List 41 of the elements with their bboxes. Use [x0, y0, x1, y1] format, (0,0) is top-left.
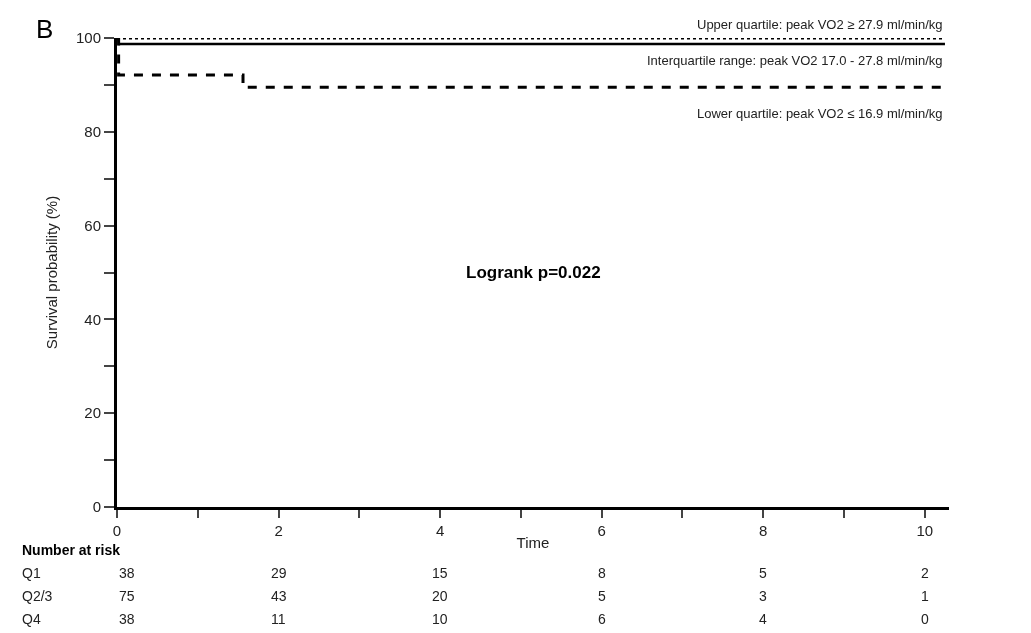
text: 2 [921, 565, 929, 581]
y-tick-label: 0 [92, 498, 101, 516]
text: 38 [119, 611, 135, 627]
text: 3 [759, 588, 767, 604]
text: 10 [432, 611, 448, 627]
series-label: Lower quartile: peak VO2 ≤ 16.9 ml/min/kg [697, 106, 943, 121]
y-tick-label: 100 [75, 29, 101, 47]
y-tick-label: 20 [84, 404, 101, 422]
series-label: Interquartile range: peak VO2 17.0 - 27.8 ml/min/kg [647, 53, 943, 68]
text: 11 [271, 611, 286, 627]
text: 5 [759, 565, 767, 581]
text: 0 [921, 611, 929, 627]
text: 20 [432, 588, 448, 604]
y-tick-label: 40 [84, 310, 101, 328]
x-tick-label: 8 [759, 522, 768, 539]
x-tick-label: 10 [916, 522, 934, 539]
y-tick-label: 80 [84, 123, 101, 141]
x-axis-title: Time [516, 534, 550, 551]
text: 6 [598, 611, 606, 627]
text: Q4 [22, 611, 41, 627]
y-tick-label: 60 [84, 216, 101, 234]
text: 4 [759, 611, 767, 627]
text: 15 [432, 565, 448, 581]
text: 29 [271, 565, 287, 581]
text: 75 [119, 588, 135, 604]
text: B [36, 14, 54, 44]
text: Number at risk [22, 542, 121, 558]
text: 43 [271, 588, 287, 604]
text: 1 [921, 588, 929, 604]
x-tick-label: 0 [112, 522, 122, 539]
x-tick-label: 6 [597, 522, 606, 539]
x-tick-label: 2 [274, 522, 283, 539]
annotation: Logrank p=0.022 [466, 263, 601, 282]
text: 8 [598, 565, 606, 581]
y-axis-title: Survival probability (%) [43, 195, 61, 350]
x-tick-label: 4 [435, 522, 445, 539]
text: 5 [598, 588, 606, 604]
text: Q1 [22, 565, 41, 581]
series-label: Upper quartile: peak VO2 ≥ 27.9 ml/min/kg [697, 17, 943, 32]
text: 38 [119, 565, 135, 581]
text: Q2/3 [22, 588, 53, 604]
